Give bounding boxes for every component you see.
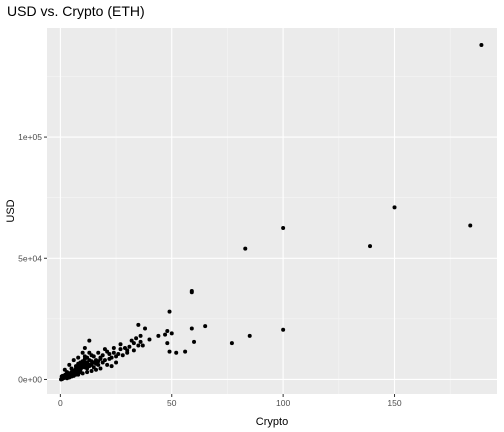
data-point <box>82 356 87 361</box>
data-point <box>96 359 101 364</box>
data-point <box>392 205 397 210</box>
grid-lines <box>47 28 497 394</box>
data-point <box>479 42 484 47</box>
data-point <box>118 342 123 347</box>
data-point <box>229 341 234 346</box>
data-point <box>76 355 81 360</box>
data-point <box>243 246 248 251</box>
data-point <box>203 324 208 329</box>
data-point <box>96 350 101 355</box>
data-point <box>156 333 161 338</box>
x-tick-label: 0 <box>58 398 63 408</box>
data-point <box>281 225 286 230</box>
data-point <box>63 372 68 377</box>
data-point <box>69 366 74 371</box>
plot-panel <box>47 28 497 394</box>
data-point <box>136 322 141 327</box>
data-point <box>138 333 143 338</box>
data-point <box>140 343 145 348</box>
data-point <box>59 374 64 379</box>
data-point <box>122 345 127 350</box>
data-point <box>100 353 105 358</box>
data-point <box>165 341 170 346</box>
data-point <box>65 376 70 381</box>
data-point <box>89 353 94 358</box>
data-point <box>165 328 170 333</box>
data-point <box>167 309 172 314</box>
data-point <box>143 326 148 331</box>
data-point <box>136 343 141 348</box>
data-point <box>147 337 152 342</box>
data-point <box>78 370 83 375</box>
data-point <box>87 358 92 363</box>
data-point <box>109 355 114 360</box>
data-point <box>98 366 103 371</box>
data-point <box>116 352 121 357</box>
data-point <box>105 362 110 367</box>
x-axis-title: Crypto <box>256 416 288 428</box>
data-point <box>107 352 112 357</box>
data-point <box>67 362 72 367</box>
y-tick-label: 1e+05 <box>18 132 42 142</box>
data-point <box>192 339 197 344</box>
data-point <box>85 370 90 375</box>
x-tick-label: 100 <box>276 398 290 408</box>
data-point <box>111 345 116 350</box>
data-point <box>80 350 85 355</box>
chart-title: USD vs. Crypto (ETH) <box>7 3 145 19</box>
data-point <box>138 339 143 344</box>
data-point <box>189 290 194 295</box>
data-point <box>163 332 168 337</box>
data-point <box>109 364 114 369</box>
data-point <box>247 333 252 338</box>
data-point <box>87 362 92 367</box>
data-point <box>183 349 188 354</box>
data-point <box>89 368 94 373</box>
data-point <box>87 338 92 343</box>
data-point <box>167 349 172 354</box>
data-point <box>96 362 101 367</box>
data-point <box>127 344 132 349</box>
data-point <box>111 350 116 355</box>
data-point <box>73 364 78 369</box>
data-point <box>82 345 87 350</box>
y-tick-label: 5e+04 <box>18 253 42 263</box>
data-point <box>129 338 134 343</box>
data-point <box>174 350 179 355</box>
data-point <box>468 223 473 228</box>
data-point <box>281 327 286 332</box>
data-point <box>120 353 125 358</box>
x-tick-label: 150 <box>387 398 401 408</box>
axis-ticks: 0 50 100 150 0e+00 5e+04 1e+05 <box>18 132 402 408</box>
data-point <box>189 326 194 331</box>
data-point <box>125 350 130 355</box>
data-point <box>114 360 119 365</box>
data-point <box>131 348 136 353</box>
data-point <box>169 331 174 336</box>
data-point <box>134 336 139 341</box>
data-point <box>102 347 107 352</box>
y-tick-label: 0e+00 <box>18 374 42 384</box>
x-tick-label: 50 <box>167 398 177 408</box>
data-points <box>59 42 484 382</box>
data-point <box>100 360 105 365</box>
data-point <box>368 244 373 249</box>
y-axis-title: USD <box>5 199 17 222</box>
data-point <box>94 367 99 372</box>
data-point <box>78 362 83 367</box>
data-point <box>82 360 87 365</box>
data-point <box>73 372 78 377</box>
data-point <box>118 347 123 352</box>
data-point <box>71 358 76 363</box>
